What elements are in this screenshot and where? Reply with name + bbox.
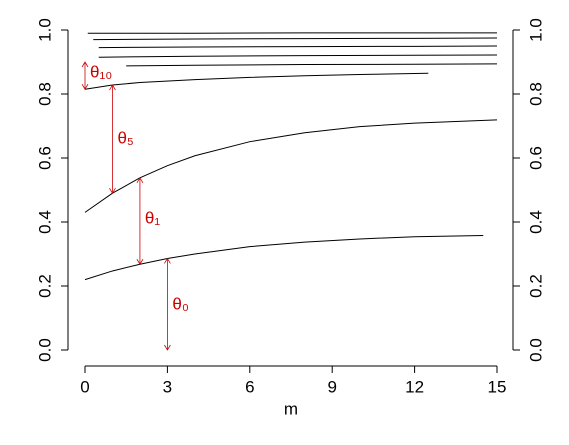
y-tick-label: 0.8 xyxy=(35,82,54,106)
x-tick-label: 0 xyxy=(80,377,89,396)
x-tick-label: 15 xyxy=(488,377,507,396)
line xyxy=(85,235,483,279)
x-tick-label: 9 xyxy=(327,377,336,396)
x-tick-label: 6 xyxy=(245,377,254,396)
line xyxy=(99,46,497,48)
y2-tick-label: 0.2 xyxy=(526,274,545,298)
x-axis-label: m xyxy=(284,399,298,418)
y-tick-label: 0.2 xyxy=(35,274,54,298)
line xyxy=(85,120,497,212)
y-tick-label: 0.4 xyxy=(35,210,54,234)
annotation-label: θ₁ xyxy=(145,208,160,227)
line xyxy=(126,64,497,66)
y2-tick-label: 0.0 xyxy=(526,338,545,362)
line xyxy=(99,55,497,57)
x-tick-label: 12 xyxy=(405,377,424,396)
annotation-label: θ₀ xyxy=(172,295,189,314)
y-tick-label: 0.0 xyxy=(35,338,54,362)
y-tick-label: 0.6 xyxy=(35,146,54,170)
y-tick-label: 1.0 xyxy=(35,18,54,42)
y2-tick-label: 1.0 xyxy=(526,18,545,42)
y2-tick-label: 0.8 xyxy=(526,82,545,106)
x-tick-label: 3 xyxy=(163,377,172,396)
annotation-label: θ₅ xyxy=(117,128,133,147)
line xyxy=(93,38,497,40)
y2-tick-label: 0.4 xyxy=(526,210,545,234)
annotation-label: θ₁₀ xyxy=(90,63,112,82)
y2-tick-label: 0.6 xyxy=(526,146,545,170)
line xyxy=(85,73,428,89)
